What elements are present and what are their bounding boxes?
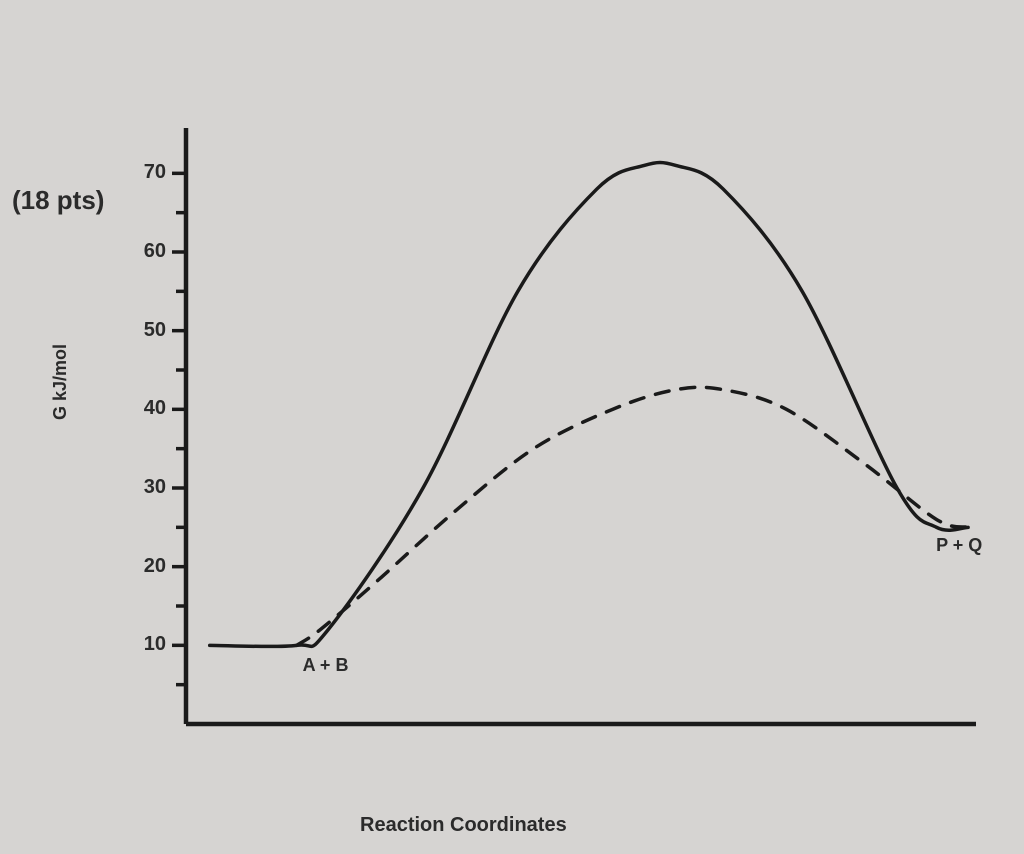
- y-tick-label: 20: [130, 555, 166, 578]
- y-tick-label: 40: [130, 397, 166, 420]
- products-label: P + Q: [936, 535, 982, 556]
- y-tick-label: 60: [130, 240, 166, 263]
- reactants-label: A + B: [303, 655, 349, 676]
- y-tick-label: 70: [130, 161, 166, 184]
- y-tick-label: 30: [130, 476, 166, 499]
- y-tick-label: 10: [130, 633, 166, 656]
- energy-diagram: [0, 0, 1024, 854]
- chart-container: (18 pts) G kJ/mol Reaction Coordinates 1…: [0, 0, 1024, 854]
- y-tick-label: 50: [130, 319, 166, 342]
